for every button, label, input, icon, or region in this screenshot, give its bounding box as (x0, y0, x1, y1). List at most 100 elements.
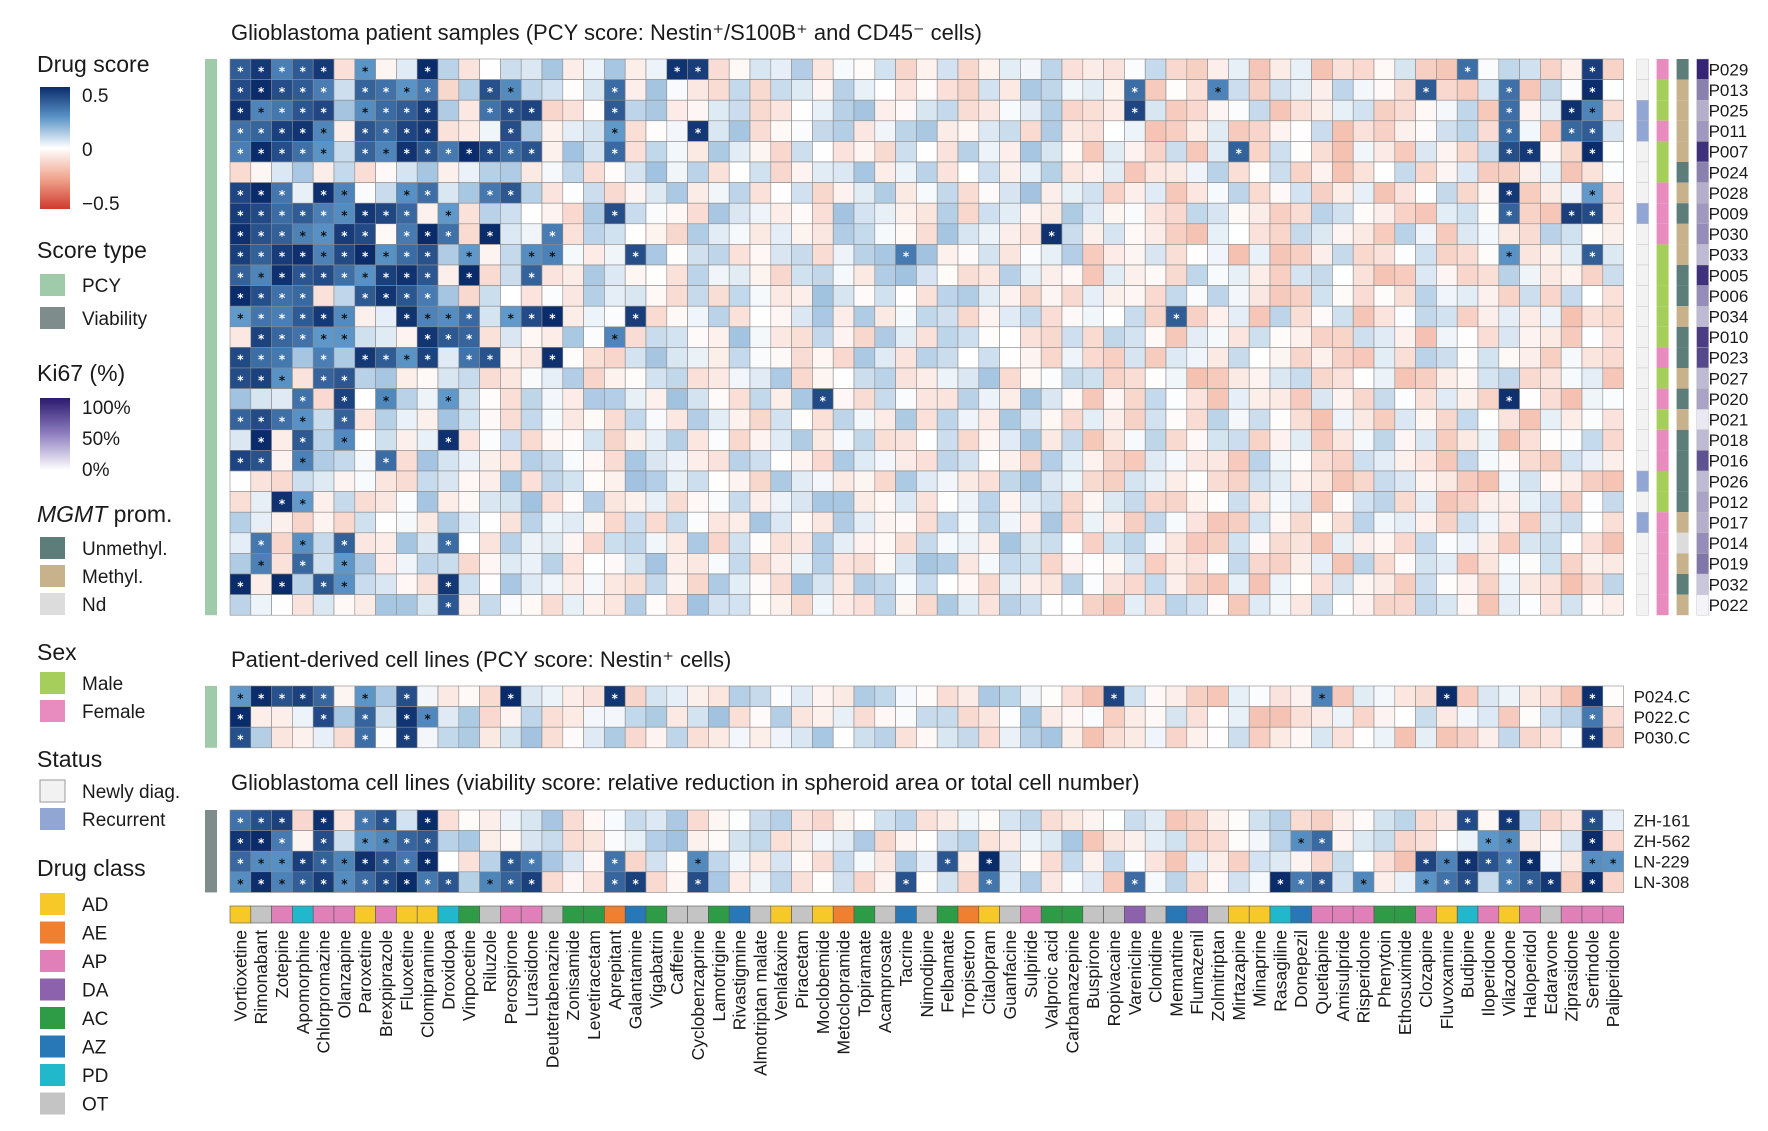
heatmap-cell (1332, 347, 1354, 369)
status-cell-p018 (1636, 429, 1649, 451)
heatmap-cell (1061, 79, 1084, 101)
drug-label-risperidone: Risperidone (1354, 930, 1374, 1023)
heatmap-cell (562, 367, 584, 389)
heatmap-cell (1040, 388, 1063, 410)
heatmap-cell (583, 594, 605, 616)
heatmap-cell (770, 285, 792, 307)
heatmap-cell (312, 532, 335, 554)
legend-label-ap: AP (82, 952, 107, 973)
heatmap-cell (1560, 79, 1583, 101)
heatmap-cell (853, 830, 876, 852)
heatmap-cell (1207, 830, 1229, 852)
heatmap-cell (749, 830, 772, 852)
heatmap-cell (1498, 470, 1520, 492)
heatmap-cell (562, 491, 584, 513)
significance-star: * (404, 691, 411, 705)
heatmap-cell (1456, 305, 1479, 328)
heatmap-cell (1602, 285, 1624, 307)
status-cell-p013 (1636, 79, 1649, 101)
heatmap-cell (728, 202, 751, 225)
heatmap-cell (1061, 511, 1084, 534)
significance-star: * (279, 64, 286, 78)
heatmap-cell (1394, 685, 1416, 707)
heatmap-cell (1311, 809, 1333, 831)
heatmap-cell (916, 99, 938, 122)
heatmap-cell (687, 182, 709, 204)
heatmap-cell (562, 244, 584, 266)
heatmap-cell (500, 594, 522, 616)
heatmap-cell (999, 594, 1021, 616)
heatmap-cell (624, 202, 647, 225)
heatmap-cell (645, 573, 668, 595)
heatmap-cell (1061, 58, 1084, 80)
heatmap-cell (1269, 532, 1292, 554)
ki67-cell-p022 (1696, 594, 1709, 616)
mgmt-cell-p014 (1676, 532, 1689, 554)
status-cell-p034 (1636, 306, 1649, 328)
heatmap-cell (1248, 726, 1271, 749)
heatmap-cell (229, 532, 252, 554)
heatmap-cell (728, 244, 751, 266)
heatmap-cell (1415, 120, 1437, 142)
drug-class-cell-chlorpromazine (312, 905, 335, 924)
drug-label-topiramate: Topiramate (854, 930, 874, 1017)
heatmap-cell (1519, 223, 1541, 245)
significance-star: * (237, 815, 244, 829)
heatmap-cell (812, 706, 834, 728)
ki67-cell-p026 (1696, 470, 1709, 492)
heatmap-cell (853, 223, 876, 245)
heatmap-cell (229, 491, 252, 513)
heatmap-cell (832, 685, 855, 707)
heatmap-cell (666, 830, 688, 852)
heatmap-cell (604, 532, 626, 554)
heatmap-cell (1332, 264, 1354, 286)
heatmap-cell (708, 367, 730, 389)
ki67-cell-p014 (1696, 532, 1709, 554)
heatmap-cell (1602, 58, 1624, 80)
heatmap-cell (1415, 347, 1437, 369)
heatmap-cell (250, 161, 272, 183)
heatmap-cell (375, 305, 397, 328)
heatmap-cell (978, 223, 1000, 245)
heatmap-cell (1519, 594, 1541, 616)
drug-label-moclobemide: Moclobemide (813, 930, 833, 1034)
heatmap-cell (1540, 685, 1562, 707)
heatmap-cell (999, 871, 1021, 893)
significance-star: * (362, 857, 369, 871)
heatmap-cell (957, 326, 980, 348)
heatmap-cell (916, 726, 938, 749)
significance-star: * (341, 415, 348, 429)
heatmap-cell (1456, 388, 1479, 410)
heatmap-cell (895, 450, 917, 472)
drug-label-ropivacaine: Ropivacaine (1104, 930, 1124, 1026)
heatmap-cell (957, 809, 980, 831)
heatmap-cell (354, 305, 376, 328)
significance-star: * (612, 209, 619, 223)
heatmap-cell (1540, 809, 1562, 831)
heatmap-cell (1020, 161, 1042, 183)
heatmap-cell (520, 408, 543, 431)
heatmap-cell (333, 594, 356, 616)
heatmap-cell (229, 553, 252, 575)
heatmap-cell (354, 594, 376, 616)
heatmap-cell (1082, 553, 1104, 575)
heatmap-cell (1144, 161, 1167, 183)
heatmap-cell (1124, 408, 1146, 431)
heatmap-cell (666, 470, 688, 492)
heatmap-cell (1581, 347, 1604, 369)
heatmap-cell (1269, 99, 1292, 122)
heatmap-cell (874, 532, 896, 554)
heatmap-cell (770, 58, 792, 80)
heatmap-cell (1186, 408, 1208, 431)
drug-class-cell-deutetrabenazine (541, 905, 564, 924)
heatmap-cell (728, 79, 751, 101)
heatmap-cell (708, 182, 730, 204)
heatmap-cell (479, 809, 501, 831)
heatmap-cell (458, 285, 480, 307)
heatmap-cell (936, 511, 959, 534)
heatmap-cell (500, 347, 522, 369)
ki67-cell-p009 (1696, 202, 1709, 224)
heatmap-cell (1602, 202, 1624, 225)
row-label-p033: P033 (1709, 246, 1749, 265)
heatmap-cell (541, 326, 564, 348)
